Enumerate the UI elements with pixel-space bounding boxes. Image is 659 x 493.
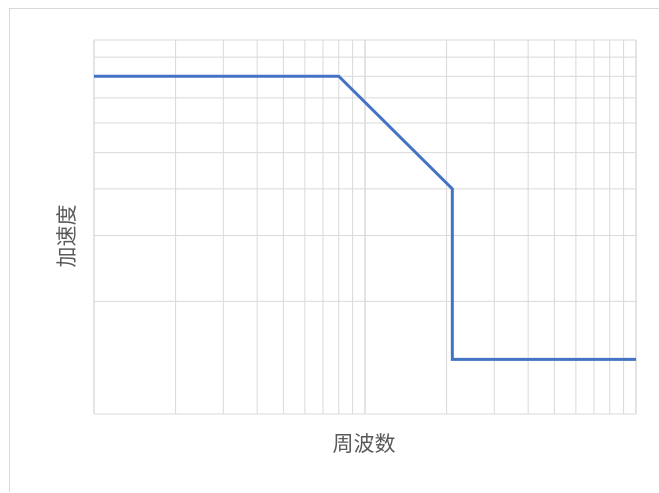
x-axis-title: 周波数 [333,432,396,456]
series-line [94,74,636,361]
chart-svg: 周波数 加速度 [55,39,637,456]
y-axis-title: 加速度 [55,205,79,268]
series-layer [94,74,636,361]
x-gridlines [93,40,637,414]
chart-frame: 周波数 加速度 [9,8,659,492]
